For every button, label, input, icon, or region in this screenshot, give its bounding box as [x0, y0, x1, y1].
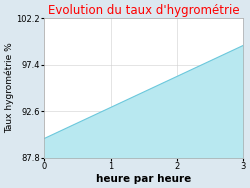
- Title: Evolution du taux d'hygrométrie: Evolution du taux d'hygrométrie: [48, 4, 240, 17]
- Y-axis label: Taux hygrométrie %: Taux hygrométrie %: [4, 43, 14, 133]
- X-axis label: heure par heure: heure par heure: [96, 174, 191, 184]
